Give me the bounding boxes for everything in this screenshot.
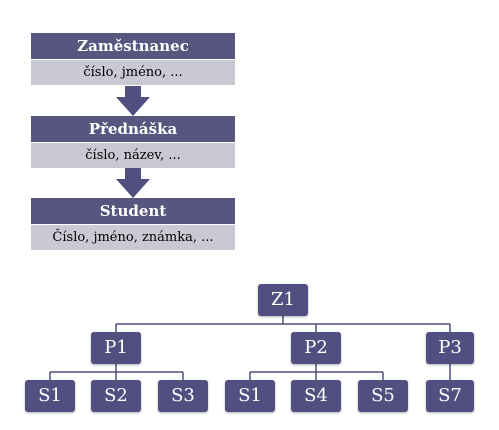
tree-node-level1: P3 — [426, 332, 474, 364]
entity-zamestnanec-title: Zaměstnanec — [31, 33, 235, 59]
entity-student-attributes: Číslo, jméno, známka, ... — [31, 225, 235, 250]
down-arrow-icon — [116, 86, 150, 116]
down-arrow-icon — [116, 168, 150, 198]
tree-node-level2: S4 — [291, 380, 341, 412]
tree-node-root: Z1 — [258, 284, 308, 316]
tree-node-level2: S2 — [91, 380, 141, 412]
tree-node-level2: S3 — [158, 380, 208, 412]
entity-prednaska-title: Přednáška — [31, 116, 235, 142]
entity-zamestnanec-attributes: číslo, jméno, ... — [31, 60, 235, 85]
tree-node-level2: S5 — [358, 380, 408, 412]
tree-node-level1: P1 — [91, 332, 141, 364]
tree-node-level2: S1 — [225, 380, 275, 412]
tree-node-level2: S7 — [426, 380, 474, 412]
tree-node-level1: P2 — [291, 332, 341, 364]
entity-student-title: Student — [31, 198, 235, 224]
tree-node-level2: S1 — [25, 380, 75, 412]
entity-prednaska-attributes: číslo, název, ... — [31, 143, 235, 168]
